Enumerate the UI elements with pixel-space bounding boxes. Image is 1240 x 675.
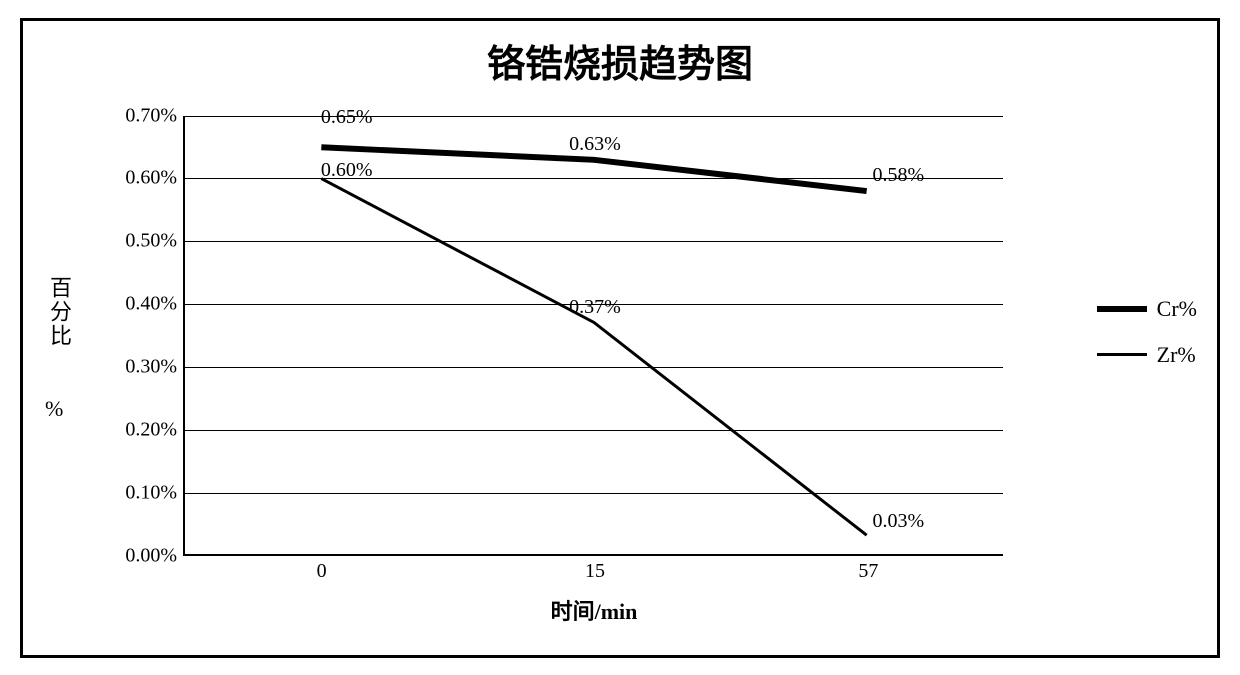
data-label: 0.37%	[569, 296, 621, 319]
x-tick-label: 57	[858, 554, 878, 583]
data-label: 0.60%	[321, 159, 373, 182]
legend: Cr% Zr%	[1097, 296, 1197, 388]
data-label: 0.03%	[872, 510, 924, 533]
y-tick-label: 0.70%	[125, 104, 185, 127]
x-axis-title: 时间/min	[551, 594, 638, 626]
gridline	[185, 241, 1003, 242]
chart-body: 百分比 % 时间/min 0.00%0.10%0.20%0.30%0.40%0.…	[23, 96, 1217, 656]
y-tick-label: 0.20%	[125, 418, 185, 441]
y-tick-label: 0.60%	[125, 167, 185, 190]
gridline	[185, 116, 1003, 117]
legend-item: Zr%	[1097, 342, 1197, 368]
legend-swatch	[1097, 353, 1147, 356]
y-tick-label: 0.10%	[125, 481, 185, 504]
legend-swatch	[1097, 306, 1147, 312]
y-axis-label: 百分比	[43, 276, 75, 348]
data-label: 0.58%	[872, 164, 924, 187]
x-tick-label: 0	[317, 554, 327, 583]
y-tick-label: 0.40%	[125, 293, 185, 316]
data-label: 0.65%	[321, 106, 373, 129]
legend-label: Cr%	[1157, 296, 1197, 322]
y-tick-label: 0.30%	[125, 355, 185, 378]
gridline	[185, 493, 1003, 494]
y-tick-label: 0.00%	[125, 544, 185, 567]
legend-item: Cr%	[1097, 296, 1197, 322]
x-tick-label: 15	[585, 554, 605, 583]
y-axis-label-pct: %	[45, 396, 63, 422]
legend-label: Zr%	[1157, 342, 1196, 368]
y-tick-label: 0.50%	[125, 230, 185, 253]
gridline	[185, 367, 1003, 368]
plot-area: 时间/min 0.00%0.10%0.20%0.30%0.40%0.50%0.6…	[183, 116, 1003, 556]
chart-frame: 铬锆烧损趋势图 百分比 % 时间/min 0.00%0.10%0.20%0.30…	[20, 18, 1220, 658]
chart-title: 铬锆烧损趋势图	[23, 21, 1217, 96]
series-line-Zr%	[321, 178, 866, 535]
data-label: 0.63%	[569, 133, 621, 156]
gridline	[185, 430, 1003, 431]
